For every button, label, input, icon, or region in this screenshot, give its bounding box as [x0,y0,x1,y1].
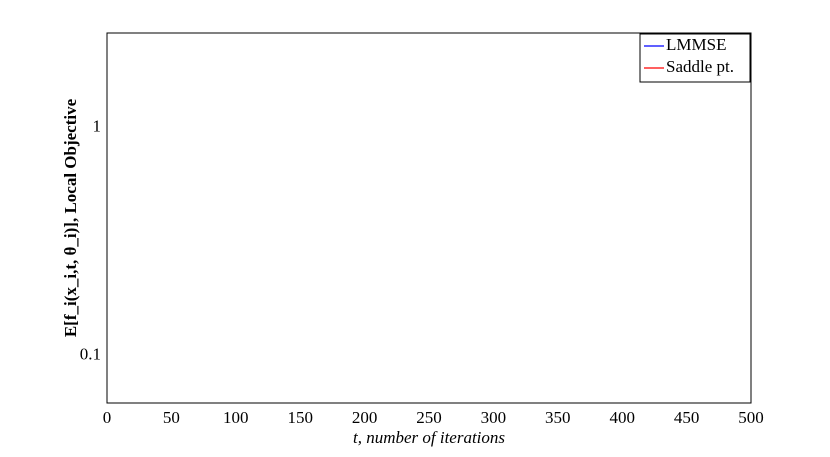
plot-frame [106,32,752,404]
x-tick-label: 350 [545,408,571,427]
x-axis-label: t, number of iterations [353,428,505,447]
x-tick-label: 50 [163,408,180,427]
legend-label: Saddle pt. [666,57,734,76]
y-axis-label: E[f_i(x_i,t, θ_i)], Local Objective [61,98,80,337]
x-tick-label: 100 [223,408,249,427]
legend-label: LMMSE [666,35,726,54]
x-tick-label: 150 [287,408,313,427]
legend-box [639,33,751,83]
x-tick-label: 500 [738,408,764,427]
x-tick-label: 450 [674,408,700,427]
x-tick-label: 300 [481,408,507,427]
x-tick-label: 0 [103,408,112,427]
x-tick-label: 200 [352,408,378,427]
x-tick-label: 250 [416,408,442,427]
x-tick-label: 400 [609,408,635,427]
y-tick-label: 1 [93,117,102,136]
y-tick-label: 0.1 [80,345,101,364]
